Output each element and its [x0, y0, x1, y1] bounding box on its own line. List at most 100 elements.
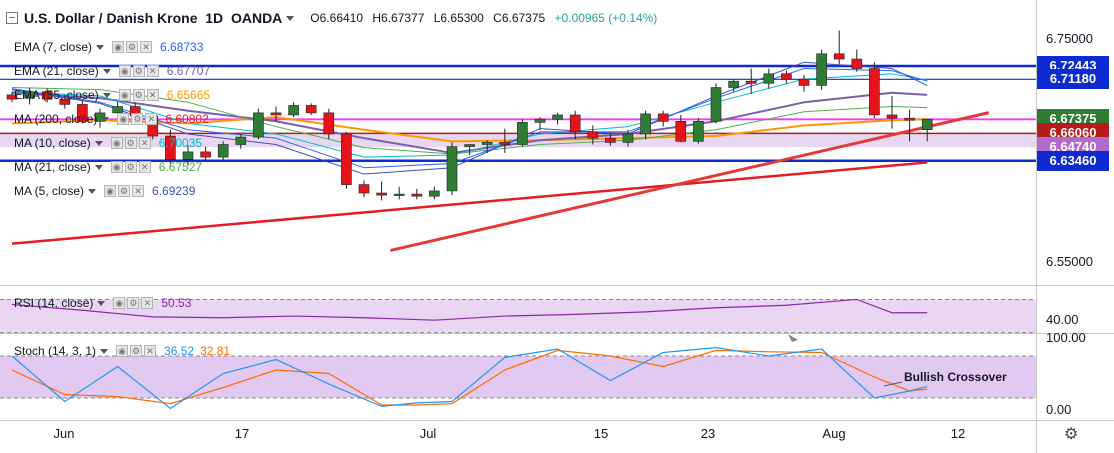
indicator-name[interactable]: EMA (7, close) — [14, 40, 93, 54]
eye-icon[interactable]: ◉ — [104, 185, 117, 197]
collapse-icon[interactable] — [6, 12, 18, 24]
chevron-down-icon[interactable] — [96, 44, 105, 50]
close-icon[interactable]: ✕ — [138, 161, 151, 173]
close-icon[interactable]: ✕ — [145, 113, 158, 125]
chevron-down-icon[interactable] — [100, 348, 109, 354]
indicator-value: 6.69239 — [152, 184, 196, 198]
candle-body — [886, 114, 898, 119]
gear-icon[interactable]: ⚙ — [130, 345, 143, 357]
indicator-value: 6.65665 — [166, 88, 211, 102]
gear-icon[interactable]: ⚙ — [118, 185, 131, 197]
indicator-tools: ◉ ⚙ ✕ — [118, 89, 161, 101]
indicator-row: MA (10, close) ◉ ⚙ ✕ 6.70035 — [14, 134, 202, 152]
indicator-row: MA (21, close) ◉ ⚙ ✕ 6.67527 — [14, 158, 202, 176]
candle-body — [182, 151, 194, 160]
candle-body — [24, 91, 35, 99]
gear-icon[interactable]: ⚙ — [126, 41, 139, 53]
close-icon[interactable]: ✕ — [141, 297, 154, 309]
rsi-tools: ◉ ⚙ ✕ — [113, 297, 155, 309]
ma-line — [11, 91, 928, 154]
candle-body — [763, 73, 775, 84]
stoch-k-line — [11, 346, 928, 410]
candle-body — [869, 68, 880, 116]
price-label: 6.63460 — [1037, 151, 1109, 171]
indicator-name[interactable]: EMA (55, close) — [14, 88, 99, 102]
x-label-aug: Aug — [822, 426, 846, 441]
close-icon[interactable]: ✕ — [146, 89, 159, 101]
rsi-value: 50.53 — [161, 296, 192, 310]
ma-line — [11, 161, 928, 245]
candle-body — [569, 114, 581, 133]
candle-body — [640, 113, 651, 135]
symbol-title[interactable]: U.S. Dollar / Danish Krone 1D OANDA — [24, 10, 282, 26]
gear-icon[interactable]: ⚙ — [131, 113, 144, 125]
indicator-row: EMA (21, close) ◉ ⚙ ✕ 6.67707 — [14, 62, 210, 80]
indicator-row: MA (5, close) ◉ ⚙ ✕ 6.69239 — [14, 182, 195, 200]
gear-icon[interactable]: ⚙ — [132, 65, 145, 77]
rsi-name[interactable]: RSI (14, close) — [14, 296, 94, 310]
candle-body — [904, 117, 915, 121]
gear-icon[interactable]: ⚙ — [127, 297, 140, 309]
eye-icon[interactable]: ◉ — [116, 345, 129, 357]
candle-body — [781, 73, 792, 80]
close-icon[interactable]: ✕ — [146, 65, 159, 77]
candle-body — [41, 91, 53, 100]
stoch-band — [0, 356, 1036, 398]
price-tick-lower: 6.55000 — [1046, 254, 1093, 269]
chevron-down-icon[interactable] — [88, 188, 97, 194]
indicator-name[interactable]: EMA (21, close) — [14, 64, 99, 78]
eye-icon[interactable]: ◉ — [112, 41, 125, 53]
candle-body — [6, 94, 18, 100]
drawing-marker — [788, 334, 798, 342]
candle-body — [693, 120, 704, 142]
indicator-tools: ◉ ⚙ ✕ — [110, 137, 153, 149]
high-value: H6.67377 — [372, 11, 425, 25]
stoch-name[interactable]: Stoch (14, 3, 1) — [14, 344, 97, 358]
indicator-name[interactable]: MA (5, close) — [14, 184, 85, 198]
indicator-row: EMA (7, close) ◉ ⚙ ✕ 6.68733 — [14, 38, 203, 56]
indicator-value: 6.70035 — [158, 136, 203, 150]
candle-body — [534, 118, 546, 123]
price-tick-upper: 6.75000 — [1046, 31, 1093, 46]
stoch-legend: Stoch (14, 3, 1) ◉ ⚙ ✕ 36.52 32.81 — [14, 342, 230, 360]
eye-icon[interactable]: ◉ — [118, 65, 131, 77]
candle-body — [393, 193, 405, 196]
indicator-name[interactable]: MA (200, close) — [14, 112, 98, 126]
close-icon[interactable]: ✕ — [138, 137, 151, 149]
indicator-name[interactable]: MA (21, close) — [14, 160, 91, 174]
indicator-tools: ◉ ⚙ ✕ — [118, 65, 161, 77]
gear-icon[interactable]: ⚙ — [1064, 426, 1079, 443]
gear-icon[interactable]: ⚙ — [132, 89, 145, 101]
eye-icon[interactable]: ◉ — [110, 161, 123, 173]
eye-icon[interactable]: ◉ — [117, 113, 130, 125]
candle-body — [798, 78, 810, 86]
interval-label: 1D — [205, 10, 224, 26]
chevron-down-icon[interactable] — [102, 92, 111, 98]
change-value: +0.00965 (+0.14%) — [554, 11, 658, 25]
eye-icon[interactable]: ◉ — [118, 89, 131, 101]
chevron-down-icon[interactable] — [101, 116, 110, 122]
gear-icon[interactable]: ⚙ — [124, 137, 137, 149]
trendline — [390, 111, 990, 252]
close-icon[interactable]: ✕ — [140, 41, 153, 53]
candle-body — [728, 80, 739, 88]
eye-icon[interactable]: ◉ — [110, 137, 123, 149]
candle-body — [499, 142, 511, 145]
eye-icon[interactable]: ◉ — [113, 297, 126, 309]
close-icon[interactable]: ✕ — [132, 185, 145, 197]
candle-body — [657, 113, 669, 122]
rsi-line — [11, 298, 928, 321]
chevron-down-icon[interactable] — [286, 15, 295, 21]
candle-body — [481, 142, 493, 145]
chevron-down-icon[interactable] — [94, 140, 103, 146]
chevron-down-icon[interactable] — [102, 68, 111, 74]
close-icon[interactable]: ✕ — [144, 345, 157, 357]
stoch-d-value: 32.81 — [200, 344, 231, 358]
gear-icon[interactable]: ⚙ — [124, 161, 137, 173]
candle-body — [816, 53, 827, 86]
candle-body — [921, 118, 933, 131]
indicator-name[interactable]: MA (10, close) — [14, 136, 91, 150]
chevron-down-icon[interactable] — [97, 300, 106, 306]
chevron-down-icon[interactable] — [94, 164, 103, 170]
